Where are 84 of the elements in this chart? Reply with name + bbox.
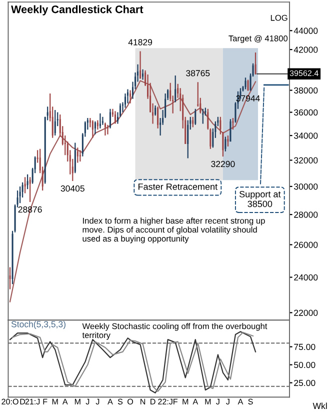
y-tick-label: 44000 xyxy=(294,28,318,34)
text: Wkl xyxy=(312,402,327,409)
x-tick-label: A xyxy=(192,398,198,404)
y-tick-label: 36000 xyxy=(294,109,318,116)
x-tick-label: N xyxy=(140,398,146,404)
candlestick xyxy=(99,112,101,129)
annotation: 41829 xyxy=(128,39,152,46)
annotation: 32290 xyxy=(211,160,235,168)
candlestick xyxy=(26,174,28,190)
candlestick xyxy=(76,147,78,164)
x-tick-label: F xyxy=(43,398,48,404)
candlestick xyxy=(194,108,196,126)
annotation: Weekly Stochastic cooling off from the overbought territory xyxy=(82,323,268,340)
candlestick xyxy=(9,266,11,290)
x-tick-label: J xyxy=(96,398,100,404)
candlestick xyxy=(124,92,126,108)
x-tick-label: D xyxy=(150,398,156,404)
x-tick-label: 20:O xyxy=(2,398,18,404)
x-tick-label: S xyxy=(118,398,123,404)
annotation: Index to form a higher base after recent strong up move. Dips of account of global volatility should used as a buying opportunity xyxy=(82,218,265,244)
x-tick-label: A xyxy=(108,398,113,404)
candlestick xyxy=(254,52,256,76)
candlestick xyxy=(157,106,159,129)
candlestick xyxy=(244,77,246,90)
candlestick xyxy=(29,176,31,203)
candlestick xyxy=(106,124,108,135)
annotation: 39562.4 xyxy=(290,70,318,76)
x-tick-label: J xyxy=(226,398,230,404)
candlestick xyxy=(24,176,26,194)
candlestick xyxy=(109,108,111,129)
x-tick-label: M xyxy=(205,398,211,404)
candlestick xyxy=(142,68,144,80)
candlestick xyxy=(227,134,229,148)
x-tick-label: M xyxy=(182,398,188,404)
x-tick-label: A xyxy=(238,398,244,404)
x-tick-label: J xyxy=(86,398,90,404)
candlestick xyxy=(224,136,226,152)
annotation: 38765 xyxy=(186,70,210,76)
candlestick xyxy=(174,75,176,103)
x-tick-label: 22:J xyxy=(158,398,172,404)
candlestick xyxy=(94,120,96,135)
x-tick-label: F xyxy=(174,398,178,404)
x-tick-label: M xyxy=(52,398,58,404)
y-tick-label: 22000 xyxy=(294,310,318,316)
annotation: Faster Retracement xyxy=(138,184,218,190)
y-tick-label: 24000 xyxy=(294,274,318,281)
annotation: 30405 xyxy=(60,185,84,192)
x-tick-label: J xyxy=(216,398,220,404)
y-tick-label: 38000 xyxy=(294,87,318,94)
candlestick xyxy=(140,50,142,80)
candlestick xyxy=(114,110,116,124)
candlestick xyxy=(247,79,249,92)
chart-title: Weekly Candlestick Chart xyxy=(11,5,144,16)
candlestick xyxy=(104,122,106,136)
candlestick xyxy=(54,109,56,136)
candlestick xyxy=(19,186,21,204)
candlestick xyxy=(187,120,189,159)
candlestick xyxy=(96,120,98,130)
x-tick-label: A xyxy=(62,398,68,404)
y-tick-label: 34000 xyxy=(294,132,318,139)
ref-line-label: Support at 38500 xyxy=(239,190,281,208)
annotation: LOG xyxy=(270,14,288,21)
candlestick xyxy=(127,88,129,104)
candlestick xyxy=(154,104,156,116)
candlestick xyxy=(92,120,94,138)
chart-title: Stoch(5,3,5,3) xyxy=(11,320,66,330)
x-tick-label: D xyxy=(20,398,26,404)
y-tick-label: 26000 xyxy=(294,242,318,248)
candlestick xyxy=(74,142,76,174)
annotation: Target @ 41800 xyxy=(228,35,288,44)
candlestick xyxy=(230,118,232,142)
x-tick-label: O xyxy=(128,398,134,404)
y-tick-label: 50.00 xyxy=(294,362,316,368)
candlestick xyxy=(79,150,81,162)
x-tick-label: M xyxy=(74,398,80,404)
x-tick-label: 21:J xyxy=(25,398,40,404)
y-tick-label: 75.00 xyxy=(294,344,316,350)
y-tick-label: 32000 xyxy=(294,157,318,164)
y-tick-label: 30000 xyxy=(294,184,318,190)
candlestick xyxy=(130,90,132,104)
y-tick-label: 25.00 xyxy=(294,380,316,386)
x-tick-label: S xyxy=(248,398,253,404)
y-tick-label: 42000 xyxy=(294,46,318,53)
y-tick-label: 28000 xyxy=(294,212,318,218)
